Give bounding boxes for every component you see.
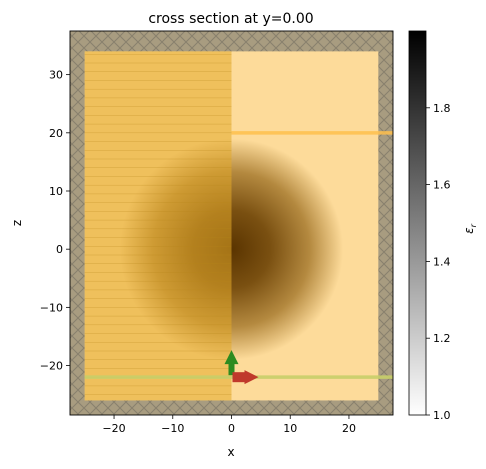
y-tick-label: −20 [40,360,63,373]
colorbar-label-sub: r [469,223,478,227]
colorbar-tick-label: 1.2 [433,332,451,345]
y-axis: −20 −10 0 10 20 30 [40,69,70,373]
colorbar-axis: 1.0 1.2 1.4 1.6 1.8 [426,102,451,422]
y-tick-label: 30 [49,69,63,82]
propagation-arrow-shaft [232,372,246,383]
colorbar-tick-label: 1.4 [433,255,451,268]
x-axis: −20 −10 0 10 20 [102,415,356,435]
colorbar-tick-label: 1.8 [433,102,451,115]
symmetry-region [84,51,232,401]
y-tick-label: 10 [49,185,63,198]
polarization-arrow-shaft [228,363,235,376]
x-axis-label: x [227,445,234,459]
y-tick-label: −10 [40,301,63,314]
propagation-arrow-head [244,370,259,385]
y-tick-label: 0 [56,243,63,256]
y-axis-label: z [10,220,24,226]
colorbar-label: εr [462,223,478,234]
x-tick-label: 0 [228,422,235,435]
polarization-arrow-head [224,350,239,365]
colorbar-label-main: ε [462,227,476,234]
x-tick-label: 10 [283,422,297,435]
x-tick-label: −20 [102,422,125,435]
x-tick-label: −10 [161,422,184,435]
x-tick-label: 20 [342,422,356,435]
y-tick-label: 20 [49,127,63,140]
colorbar-tick-label: 1.0 [433,409,451,422]
chart-title: cross section at y=0.00 [148,11,313,27]
colorbar [408,30,427,416]
colorbar-tick-label: 1.6 [433,179,451,192]
plot-area [70,31,393,415]
